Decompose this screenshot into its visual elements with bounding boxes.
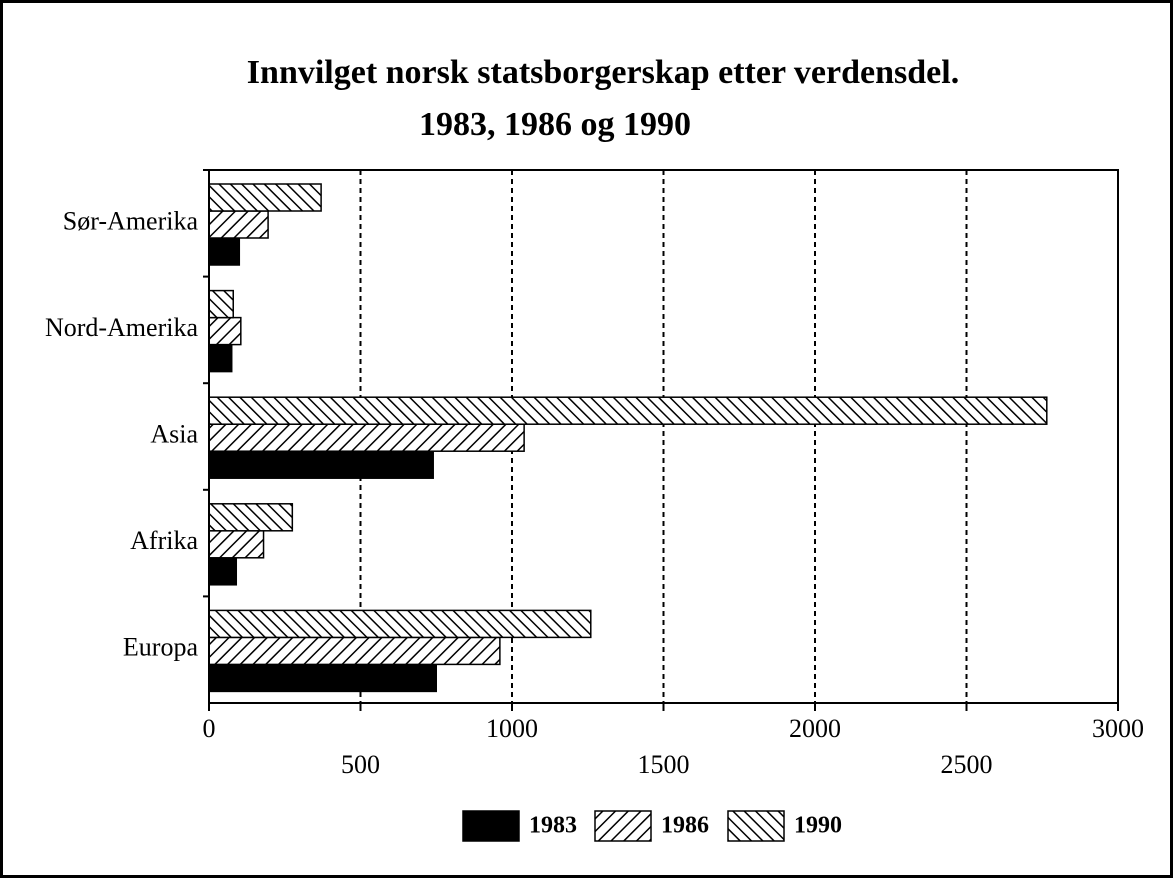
chart-title: Innvilget norsk statsborgerskap etter ve… — [247, 54, 959, 91]
bar — [208, 503, 294, 532]
bar — [208, 210, 269, 239]
x-tick-label: 500 — [341, 750, 380, 779]
bar — [208, 396, 1048, 425]
bar — [208, 557, 238, 586]
y-tick-label: Asia — [150, 419, 198, 448]
bar — [208, 663, 437, 693]
bar — [208, 450, 434, 479]
x-tick-label: 1500 — [638, 750, 690, 779]
plot-frame — [208, 169, 1119, 704]
legend-swatch — [594, 810, 652, 842]
legend-label: 1986 — [661, 813, 709, 839]
bar — [208, 183, 322, 212]
chart-title: 1983, 1986 og 1990 — [419, 106, 691, 143]
bar — [208, 316, 242, 346]
y-tick-label: Nord-Amerika — [45, 313, 199, 342]
legend-swatch — [462, 810, 520, 842]
bar — [208, 237, 241, 266]
x-tick-label: 2000 — [789, 714, 841, 743]
bar — [208, 423, 525, 452]
y-tick-label: Europa — [123, 633, 199, 662]
y-tick-label: Sør-Amerika — [63, 206, 199, 235]
x-tick-label: 0 — [203, 714, 216, 743]
bar — [208, 530, 265, 559]
bar — [208, 636, 501, 666]
x-tick-label: 1000 — [486, 714, 538, 743]
x-tick-label: 3000 — [1092, 714, 1144, 743]
bar — [208, 343, 233, 373]
legend-label: 1983 — [529, 813, 577, 839]
legend-label: 1990 — [794, 813, 842, 839]
x-tick-label: 2500 — [941, 750, 993, 779]
legend-swatch — [727, 810, 785, 842]
bar — [208, 289, 234, 319]
bar — [208, 609, 592, 639]
y-tick-label: Afrika — [130, 526, 198, 555]
